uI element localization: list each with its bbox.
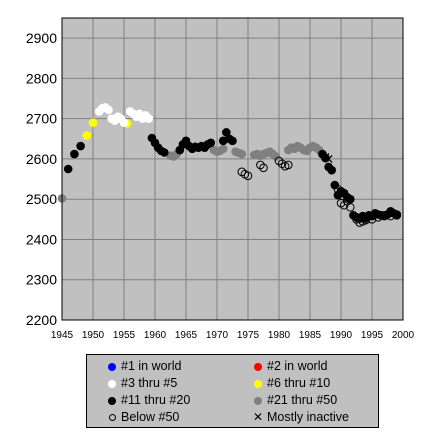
legend-item: ✕ Mostly inactive <box>251 409 349 425</box>
data-point <box>222 128 231 137</box>
data-point <box>218 144 228 154</box>
legend-marker <box>105 358 119 374</box>
legend-marker <box>105 375 119 391</box>
data-point <box>352 215 361 224</box>
data-point <box>237 167 247 177</box>
legend-label: #2 in world <box>267 359 328 373</box>
data-point <box>284 160 293 170</box>
legend-marker <box>105 409 119 425</box>
data-point <box>373 213 383 222</box>
legend-label: Mostly inactive <box>267 410 349 424</box>
data-point <box>392 211 402 220</box>
legend-item: #1 in world <box>105 358 181 374</box>
x-tick-label: 1975 <box>237 330 260 341</box>
data-point <box>386 211 395 221</box>
plot-area <box>61 17 404 321</box>
data-point <box>274 156 284 166</box>
data-point <box>256 160 265 170</box>
data-point <box>346 202 355 212</box>
legend-item: #3 thru #5 <box>105 375 177 391</box>
data-point <box>160 148 169 157</box>
legend: #1 in world #2 in world #3 thru #5 #6 th… <box>86 354 379 428</box>
legend-label: #1 in world <box>121 359 182 373</box>
x-axis: 1945 1950 1955 1960 1965 1970 1975 1980 1985 1990… <box>51 330 415 341</box>
data-point <box>76 141 85 151</box>
legend-item: #21 thru #50 <box>251 392 337 408</box>
legend-label: #11 thru #20 <box>121 393 191 407</box>
y-tick-label: 2300 <box>26 272 57 288</box>
data-point <box>144 114 154 123</box>
legend-label: #21 thru #50 <box>267 393 338 407</box>
data-point <box>324 154 333 163</box>
legend-label: #6 thru #10 <box>267 376 331 390</box>
y-tick-label: 2400 <box>26 231 57 247</box>
x-tick-label: 1995 <box>361 330 384 341</box>
data-point <box>259 163 268 173</box>
x-tick-label: 1980 <box>268 330 291 341</box>
data-point <box>63 164 73 174</box>
y-tick-label: 2700 <box>26 111 57 127</box>
y-tick-label: 2600 <box>26 151 57 167</box>
data-point <box>237 149 247 159</box>
data-point <box>380 211 389 220</box>
legend-label: Below #50 <box>121 410 180 424</box>
legend-item: #6 thru #10 <box>251 375 330 391</box>
legend-marker <box>105 392 119 408</box>
data-point <box>104 105 113 115</box>
x-tick-label: 1945 <box>51 330 74 341</box>
data-point <box>119 118 129 127</box>
data-points <box>57 103 402 227</box>
y-tick-label: 2900 <box>26 30 57 46</box>
x-tick-label: 1965 <box>175 330 198 341</box>
legend-marker <box>251 358 265 374</box>
x-tick-label: 2000 <box>392 330 415 341</box>
legend-item: #11 thru #20 <box>105 392 190 408</box>
legend-marker <box>251 392 265 408</box>
legend-marker <box>251 375 265 391</box>
x-tick-label: 1970 <box>206 330 229 341</box>
y-tick-label: 2500 <box>26 191 57 207</box>
plot-border <box>61 17 404 321</box>
legend-label: #3 thru #5 <box>121 376 178 390</box>
data-point <box>228 136 237 146</box>
data-point <box>243 171 253 181</box>
data-point <box>82 131 92 140</box>
x-tick-label: 1990 <box>330 330 353 341</box>
data-point <box>361 215 371 225</box>
legend-item: Below #50 <box>105 409 179 425</box>
x-tick-label: 1955 <box>113 330 136 341</box>
x-tick-label: 1985 <box>299 330 322 341</box>
data-point <box>206 138 216 148</box>
y-axis: 2200 2300 2400 2500 2600 2700 2800 2900 <box>26 30 57 328</box>
data-point <box>333 184 343 194</box>
x-tick-label: 1960 <box>144 330 167 341</box>
x-tick-label: 1950 <box>82 330 105 341</box>
data-point <box>367 215 377 224</box>
y-tick-label: 2800 <box>26 70 57 86</box>
y-tick-label: 2200 <box>26 312 57 328</box>
data-point <box>330 180 340 190</box>
legend-item: #2 in world <box>251 358 327 374</box>
data-point <box>88 118 98 127</box>
data-point <box>70 149 79 159</box>
data-point <box>277 159 287 169</box>
data-point <box>327 165 337 175</box>
x-marker-icon: ✕ <box>252 410 264 424</box>
data-point <box>271 152 281 161</box>
